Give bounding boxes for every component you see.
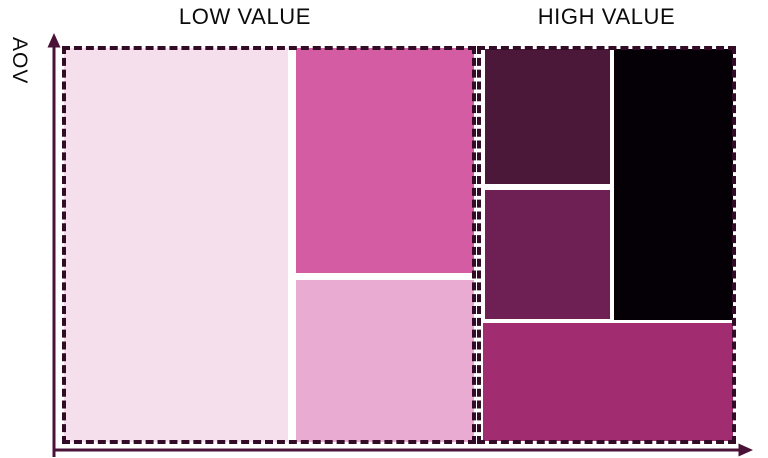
x-axis-arrowhead-icon	[738, 443, 753, 457]
low-value-group	[62, 46, 476, 444]
segment-dark-purple-top-left	[485, 49, 611, 185]
segment-mid-magenta-middle-left	[485, 190, 611, 319]
high-value-group	[477, 46, 736, 444]
y-axis-arrowhead-icon	[47, 33, 61, 48]
segment-magenta-bottom-wide	[482, 323, 733, 441]
segment-medium-pink-top	[295, 47, 474, 273]
segment-black-right-column	[614, 49, 734, 321]
y-axis-label-aov: AOV	[8, 37, 31, 85]
high-value-group-label: HIGH VALUE	[537, 4, 676, 29]
segment-pale-pink-large	[64, 47, 289, 442]
segment-light-pink-bottom	[295, 280, 474, 442]
low-value-group-label: LOW VALUE	[178, 4, 312, 29]
